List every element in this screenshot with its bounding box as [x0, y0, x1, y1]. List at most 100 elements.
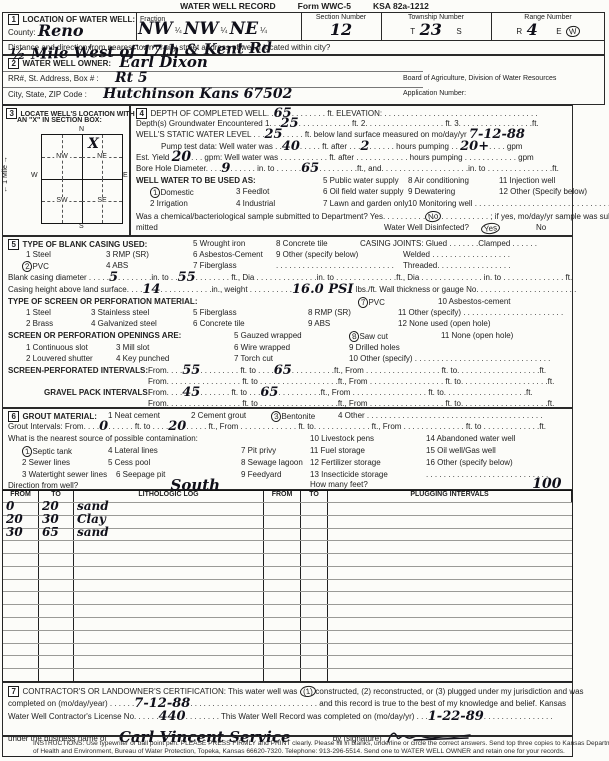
township-label: Township Number [407, 14, 465, 21]
cert-record-date: 1-22-89 [427, 709, 484, 724]
log-from-2: 20 [6, 511, 23, 526]
grout-trail: . . . . . ft., From . . . . . . . . . . … [186, 422, 546, 431]
table-row: 0 20 sand [3, 500, 572, 515]
pump-drawdown-value: 40 [281, 139, 300, 154]
openings-option-5: 5 Gauzed wrapped [234, 331, 302, 340]
county-value: Reno [37, 21, 84, 40]
section-2-title: WATER WELL OWNER: [22, 59, 112, 68]
grout-intervals-label: Grout Intervals: From. . . . [8, 422, 100, 431]
pump-gpm-label: . . . . . . hours pumping . . [369, 142, 461, 151]
est-yield-label: Est. Yield [136, 153, 170, 162]
section-6-grout: 6 GROUT MATERIAL: 1 Neat cement 2 Cement … [2, 408, 573, 493]
quadrant-ne: NE [82, 135, 122, 179]
disinfected-no: No [536, 223, 547, 232]
spi-row2: From. . . . . . . . . . . . . . . . . ft… [148, 377, 555, 386]
sample-no-circled: No [424, 210, 443, 223]
screen-option-6: 6 Concrete tile [193, 319, 245, 328]
table-row [3, 617, 572, 630]
form-ksa: KSA 82a-1212 [372, 1, 429, 11]
use-option-8: 8 Air conditioning [408, 176, 469, 185]
gpi-from-label: From. . . . [148, 388, 183, 397]
one-mile-arrow: ← 1 Mile → [1, 156, 9, 193]
openings-option-6: 6 Wire wrapped [234, 343, 291, 352]
section-6-title: GROUT MATERIAL: [22, 412, 97, 421]
fraction-cell: Fraction NW ¼ NW ¼ NE ¼ [136, 13, 302, 40]
screen-option-8: 8 RMP (SR) [308, 308, 351, 317]
section-number-cell: Section Number 12 [301, 13, 382, 40]
cert-line3-c: . . . . . . . . . . . . . . . . [483, 712, 553, 721]
direction-question: Direction from well? [8, 481, 79, 490]
screen-material-title: TYPE OF SCREEN OR PERFORATION MATERIAL: [8, 297, 198, 306]
use-option-9: 9 Dewatering [408, 187, 456, 196]
spi-to-label: . . . . . . . . . ft. to . . . . [200, 366, 274, 375]
county-cell: 1 LOCATION OF WATER WELL: County: Reno [3, 13, 137, 40]
contam-option-12: 12 Fertilizer storage [310, 458, 381, 467]
static-level-trail: . . . . . ft. below land surface measure… [282, 130, 467, 139]
screen-option-11: 11 Other (specify) . . . . . . . . . . .… [398, 308, 564, 317]
fraction-3: NE [229, 19, 259, 39]
lithologic-log-table: FROM TO LITHOLOGIC LOG FROM TO PLUGGING … [2, 490, 573, 682]
spi-from-label: From. . . . [148, 366, 183, 375]
south-label: S [79, 223, 84, 230]
range-value: 4 [526, 20, 538, 39]
distance-row: Distance and direction from nearest town… [3, 40, 604, 57]
agency-name: Board of Agriculture, Division of Water … [403, 75, 557, 82]
cert-business-name: Carl Vincent Service [118, 728, 291, 746]
contam-option-13: 13 Insecticide storage [310, 470, 388, 479]
header-to-2: TO [301, 491, 328, 502]
feet-value: 100 [532, 476, 562, 492]
contam-option-16: 16 Other (specify below) [426, 458, 513, 467]
section-1-title: LOCATION OF WATER WELL: [22, 15, 136, 24]
quadrant-nw-label: NW [54, 153, 70, 161]
cert-business-label: under the business name of [8, 734, 107, 743]
quarter-2: ¼ [220, 26, 228, 35]
section-5-title: TYPE OF BLANK CASING USED: [22, 240, 148, 249]
section-number-value: 12 [329, 20, 353, 39]
range-r: R [516, 27, 523, 36]
section-5-number: 5 [8, 239, 20, 250]
use-option-3: 3 Feedlot [236, 187, 270, 196]
sample-mitted: mitted [136, 223, 158, 232]
casing-diameter-to: . . . . . . . .in. to . . [117, 273, 178, 282]
table-row [3, 591, 572, 605]
use-option-1: Domestic [160, 188, 194, 197]
grout-to-value: 20 [168, 419, 187, 434]
grout-option-4: 4 Other . . . . . . . . . . . . . . . . … [338, 411, 543, 420]
township-value: 23 [419, 20, 442, 39]
use-option-12: 12 Other (Specify below) [499, 187, 588, 196]
table-row [3, 565, 572, 579]
gpi-row2: From. . . . . . . . . . . . . . . . . ft… [148, 399, 555, 408]
disinfected-yes-circled: Yes [480, 221, 501, 236]
cert-line2-b: . . . . . . . . . . . . . . . . . . . . … [190, 699, 567, 708]
quadrant-sw-label: SW [54, 197, 70, 205]
header-from-2: FROM [264, 491, 301, 502]
bore-to-label: . . . . . . in. to . . . . . . [230, 164, 302, 173]
section-3-locate: 3 LOCATE WELL'S LOCATION WITH AN "X" IN S… [1, 105, 135, 236]
contam-other-dots: . . . . . . . . . . . . . . . . . . . . … [426, 470, 549, 479]
table-row [3, 540, 572, 554]
contam-option-4: 4 Lateral lines [108, 446, 158, 455]
cert-completed-label: completed on (mo/day/year) . . . . . . [8, 699, 135, 708]
fraction-2: NW [183, 19, 219, 39]
header-plugging-intervals: PLUGGING INTERVALS [328, 491, 572, 502]
grout-from-value: 0 [99, 419, 109, 434]
sample-question-trail: . . . . . . . . . . . ; if yes, mo/day/y… [441, 212, 609, 221]
quarter-1: ¼ [174, 26, 182, 35]
log-material-2: Clay [77, 511, 106, 526]
cert-line1-a: CONTRACTOR'S OR LANDOWNER'S CERTIFICATIO… [22, 687, 298, 696]
well-x-mark: X [88, 136, 99, 152]
screen-option-10: 10 Asbestos-cement [438, 297, 511, 306]
static-level-value: 25 [264, 127, 283, 142]
form-number: Form WWC-5 [297, 1, 351, 11]
contam-option-15: 15 Oil well/Gas well [426, 446, 496, 455]
screen-option-7: PVC [368, 298, 385, 307]
gpi-trail: . . . . . . . . . .ft., From . . . . . .… [278, 388, 533, 397]
screen-option-1: 1 Steel [26, 308, 51, 317]
table-row: 20 30 Clay [3, 511, 572, 528]
use-option-7: 7 Lawn and garden only [323, 199, 409, 208]
range-cell: Range Number R 4 E W [491, 13, 605, 40]
log-material-3: sand [77, 524, 109, 539]
casing-option-7: 7 Fiberglass [193, 261, 237, 270]
township-cell: Township Number T 23 S [381, 13, 492, 40]
